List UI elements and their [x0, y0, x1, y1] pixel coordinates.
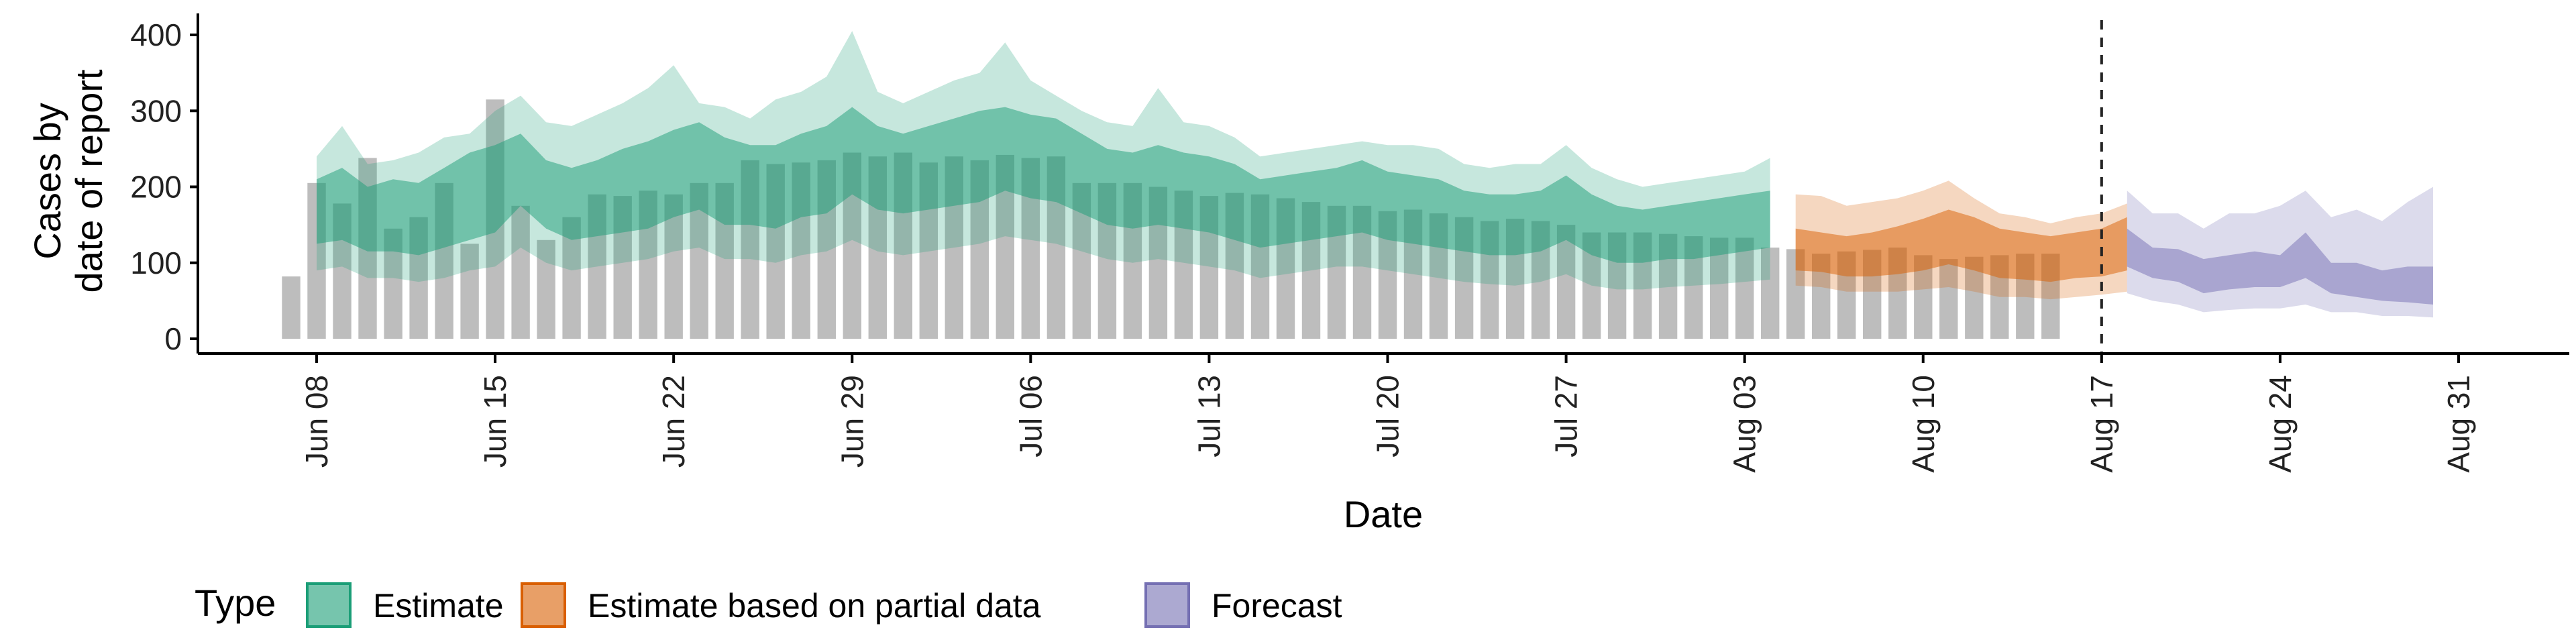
x-tick-label: Jun 15 — [478, 375, 513, 468]
observed-bar — [537, 239, 555, 339]
y-axis-title: Cases by date of report — [26, 69, 110, 293]
observed-bar — [1939, 259, 1958, 339]
x-tick-label: Jun 22 — [656, 375, 691, 468]
x-tick-label: Aug 10 — [1906, 375, 1941, 473]
y-ticks: 0 100 200 300 400 — [130, 17, 198, 356]
estimate-inner-band — [317, 107, 1770, 263]
x-tick-label: Jul 13 — [1191, 375, 1226, 458]
y-tick-label: 200 — [130, 170, 182, 205]
x-tick-label: Aug 31 — [2441, 375, 2476, 473]
y-axis-title-line-1: Cases by — [26, 103, 68, 259]
observed-bar — [1761, 248, 1780, 339]
x-tick-label: Aug 17 — [2084, 375, 2119, 473]
forecast-inner-band — [2127, 228, 2433, 305]
legend-label-estimate-based-on-partial-data: Estimate based on partial data — [588, 587, 1041, 625]
legend-label-forecast: Forecast — [1212, 587, 1342, 625]
observed-bar — [511, 205, 530, 339]
legend-title: Type — [195, 582, 276, 624]
observed-bar — [460, 244, 479, 339]
y-tick-label: 300 — [130, 93, 182, 128]
legend: Type Estimate Estimate based on partial d… — [195, 582, 1342, 628]
observed-bar — [1556, 225, 1576, 339]
x-tick-label: Aug 24 — [2263, 375, 2298, 473]
y-tick-label: 0 — [164, 321, 182, 356]
legend-label-estimate: Estimate — [373, 587, 504, 625]
x-tick-label: Jul 20 — [1371, 375, 1405, 458]
y-tick-label: 100 — [130, 246, 182, 280]
x-ticks: Jun 08 Jun 15 Jun 22 Jun 29 Jul 06 Jul 13 Jul … — [299, 354, 2476, 473]
x-tick-label: Jun 08 — [299, 375, 334, 468]
x-tick-label: Jul 06 — [1013, 375, 1048, 458]
y-axis-title-line-2: date of report — [68, 69, 110, 293]
x-axis-title: Date — [1344, 493, 1423, 535]
plot-area — [282, 20, 2433, 354]
legend-swatch-forecast — [1144, 582, 1190, 628]
observed-bar — [282, 276, 301, 339]
estimate-based-on-partial-data-inner-band — [1795, 209, 2127, 282]
y-tick-label: 400 — [130, 17, 182, 52]
x-tick-label: Jul 27 — [1549, 375, 1584, 458]
legend-swatch-estimate-based-on-partial-data — [521, 582, 566, 628]
x-tick-label: Jun 29 — [835, 375, 869, 468]
legend-swatch-estimate — [306, 582, 352, 628]
observed-bar — [1735, 237, 1754, 339]
x-tick-label: Aug 03 — [1727, 375, 1762, 473]
